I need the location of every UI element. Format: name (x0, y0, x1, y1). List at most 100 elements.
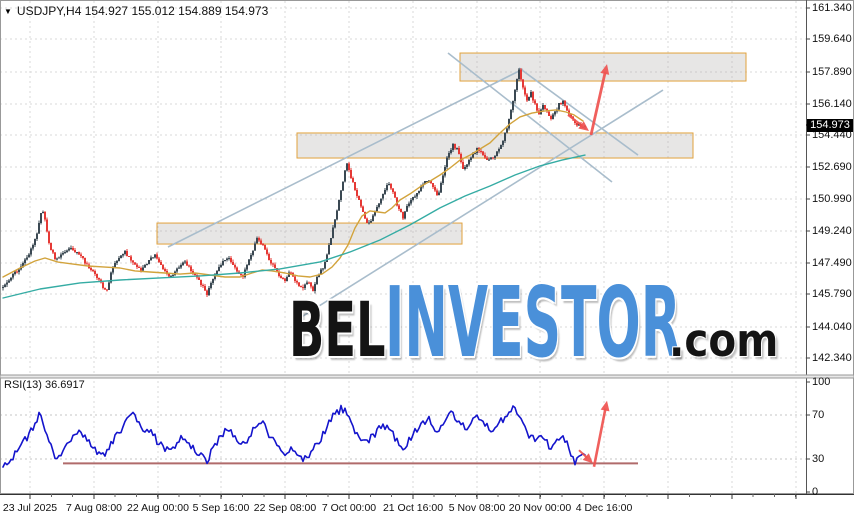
candle-body (162, 264, 164, 269)
pane-divider[interactable] (0, 374, 854, 379)
candle-body (186, 261, 188, 266)
candle-body (414, 196, 416, 198)
candle-body (278, 271, 280, 276)
candle-body (570, 114, 572, 117)
candle-body (86, 263, 88, 265)
candle-body (458, 148, 460, 155)
price-arrow-1-head (600, 64, 610, 75)
time-tick-label: 4 Dec 16:00 (575, 502, 633, 514)
candle-body (230, 257, 232, 262)
candle-body (258, 237, 260, 241)
candle-body (178, 267, 180, 269)
price-arrow-0-head (578, 121, 589, 131)
candle-body (358, 195, 360, 201)
candle-body (510, 110, 512, 119)
rsi-arrow-0-head (582, 453, 593, 464)
candle-body (558, 103, 560, 110)
watermark-bel: BEL (289, 285, 386, 374)
rsi-indicator-label: RSI(13) 36.6917 (4, 379, 85, 391)
candle-body (40, 212, 42, 223)
candle-body (310, 282, 312, 287)
candle-body (522, 79, 524, 88)
candle-body (70, 248, 72, 250)
zone-rectangle (296, 132, 694, 159)
channel-trendline (167, 68, 524, 248)
time-tick-label: 22 Aug 00:00 (127, 502, 189, 514)
candle-body (380, 198, 382, 204)
rsi-tick-label: 30 (812, 453, 825, 465)
candle-body (44, 212, 46, 220)
candle-body (82, 255, 84, 259)
candle-body (362, 206, 364, 213)
candle-body (434, 186, 436, 191)
watermark-com: .com (669, 314, 779, 367)
candle-body (304, 284, 306, 289)
candle-body (526, 94, 528, 101)
candle-body (336, 210, 338, 220)
candle-body (58, 257, 60, 259)
price-tick-label: 161.340 (812, 2, 852, 14)
candle-body (68, 248, 70, 251)
candle-body (340, 190, 342, 201)
candle-body (520, 69, 522, 80)
candle-body (452, 143, 454, 150)
candle-body (442, 175, 444, 184)
candle-body (564, 101, 566, 106)
candle-body (182, 262, 184, 266)
candle-body (464, 167, 466, 170)
candle-body (74, 249, 76, 253)
candle-body (180, 265, 182, 268)
price-tick-label: 152.690 (812, 161, 852, 173)
candle-body (128, 256, 130, 258)
candle-body (314, 283, 316, 292)
candle-body (188, 265, 190, 267)
candle-body (482, 151, 484, 155)
candle-body (508, 118, 510, 129)
candle-body (474, 152, 476, 154)
chart-title: ▼ USDJPY,H4 154.927 155.012 154.889 154.… (4, 4, 268, 18)
candle-body (448, 153, 450, 158)
price-tick-label: 149.240 (812, 225, 852, 237)
candle-body (300, 285, 302, 287)
candle-body (248, 259, 250, 266)
candle-body (190, 266, 192, 271)
time-tick-label: 5 Sep 16:00 (192, 502, 250, 514)
candle-body (12, 274, 14, 278)
candle-body (440, 183, 442, 193)
ma-slow-line (2, 154, 586, 299)
candle-body (152, 257, 154, 259)
candle-body (76, 252, 78, 254)
candle-body (320, 269, 322, 275)
rsi-plot (2, 404, 638, 468)
candle-body (18, 269, 20, 272)
candle-body (14, 271, 16, 275)
rsi-arrow-1-head (600, 400, 610, 412)
candle-body (334, 219, 336, 228)
candle-body (384, 190, 386, 195)
candle-body (286, 277, 288, 281)
supply-demand-zones (156, 52, 747, 245)
candle-body (544, 105, 546, 109)
candle-body (34, 239, 36, 245)
candle-body (218, 266, 220, 272)
candle-body (394, 191, 396, 198)
candle-body (62, 253, 64, 255)
price-tick-label: 156.140 (812, 98, 852, 110)
candle-body (312, 286, 314, 292)
candle-body (374, 210, 376, 216)
candle-body (486, 157, 488, 160)
candle-body (280, 275, 282, 278)
candle-body (432, 183, 434, 187)
symbol-dropdown-icon[interactable]: ▼ (4, 6, 12, 16)
channel-trendline (299, 89, 664, 319)
candle-body (512, 101, 514, 111)
time-tick-label: 21 Oct 16:00 (382, 502, 444, 514)
candle-body (158, 258, 160, 262)
candle-body (492, 157, 494, 159)
candle-body (350, 169, 352, 178)
candle-body (160, 261, 162, 265)
candle-body (370, 220, 372, 223)
candle-body (228, 257, 230, 259)
